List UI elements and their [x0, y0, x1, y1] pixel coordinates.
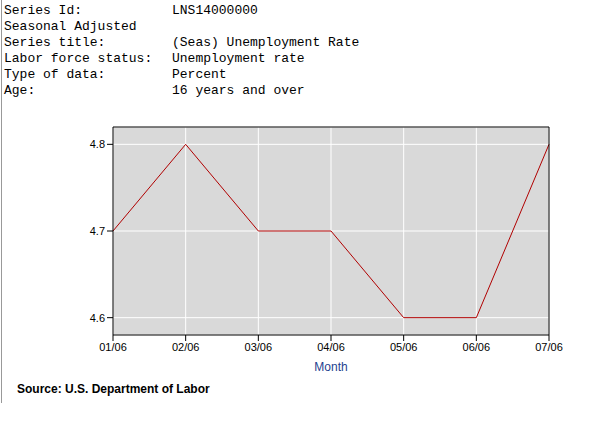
svg-text:03/06: 03/06: [245, 341, 273, 353]
html-text:Series Id:: Series Id:: [4, 3, 82, 18]
html-text:Type of data:: Type of data:: [4, 67, 106, 82]
svg-text:01/06: 01/06: [99, 341, 127, 353]
html-text:Seasonal Adjusted: Seasonal Adjusted: [4, 19, 137, 34]
html-text:LNS14000000: LNS14000000: [172, 3, 258, 18]
html-text:(Seas) Unemployment Rate: (Seas) Unemployment Rate: [172, 35, 360, 50]
html-text:Source: U.S. Department of Lab: Source: U.S. Department of Labor: [17, 382, 210, 396]
html-text:Series title:: Series title:: [4, 35, 106, 50]
svg-text:04/06: 04/06: [317, 341, 345, 353]
html-text:Age:: Age:: [4, 83, 36, 98]
svg-text:07/06: 07/06: [535, 341, 563, 353]
svg-text:4.7: 4.7: [90, 225, 105, 237]
html-text:Unemployment rate: Unemployment rate: [172, 51, 305, 66]
html-text:Labor force status:: Labor force status:: [4, 51, 153, 66]
svg-text:Month: Month: [314, 360, 347, 374]
svg-text:05/06: 05/06: [390, 341, 418, 353]
html-text:16 years and over: 16 years and over: [172, 83, 305, 98]
html-text:Percent: Percent: [172, 67, 227, 82]
svg-text:02/06: 02/06: [172, 341, 200, 353]
svg-text:4.8: 4.8: [90, 138, 105, 150]
svg-text:06/06: 06/06: [463, 341, 491, 353]
svg-text:4.6: 4.6: [90, 312, 105, 324]
